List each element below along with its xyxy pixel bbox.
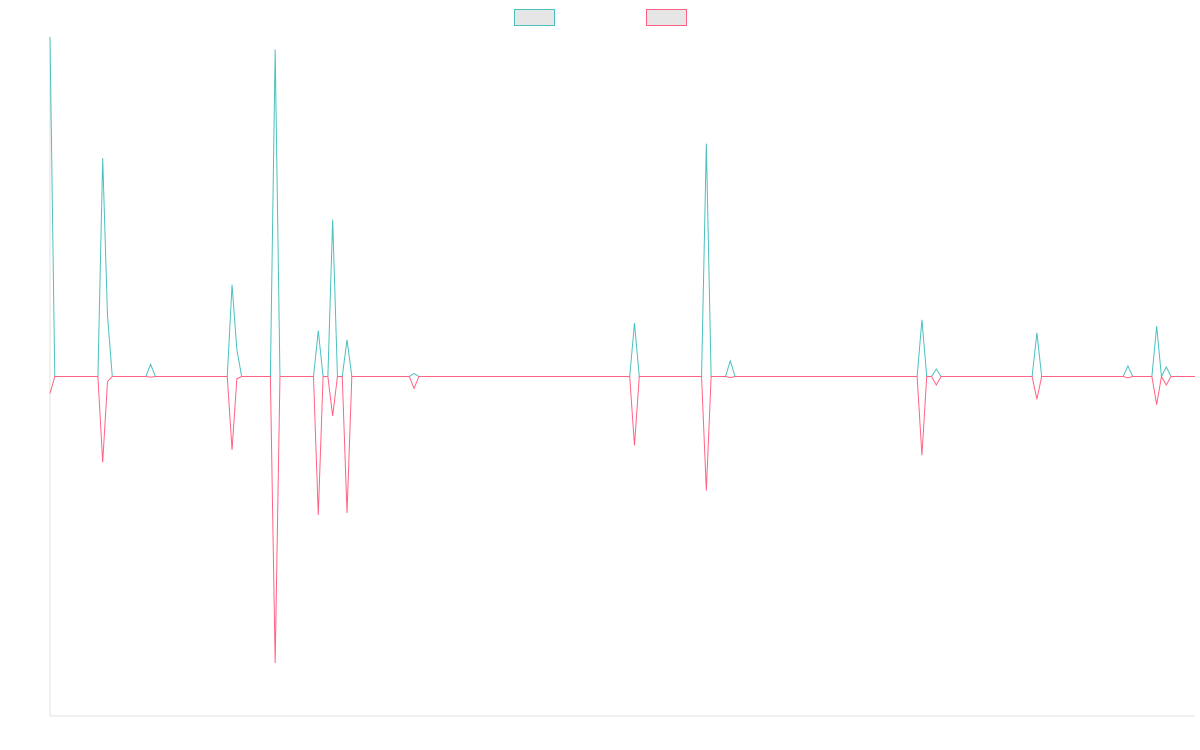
chart-legend [514,9,687,26]
series-line-1 [49,36,1195,379]
plot-area [49,36,1195,664]
legend-swatch [514,9,555,26]
legend-item-1[interactable] [514,9,555,26]
chart-axes [49,37,1195,717]
series-line-2 [49,375,1195,664]
legend-item-2[interactable] [646,9,687,26]
legend-swatch [646,9,687,26]
